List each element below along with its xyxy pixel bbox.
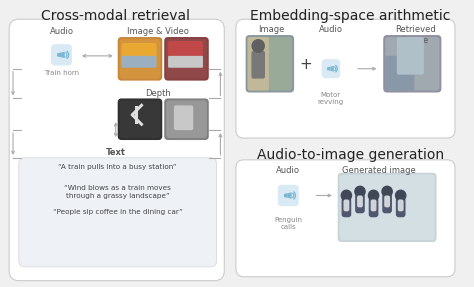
Bar: [130, 113, 144, 126]
FancyBboxPatch shape: [344, 199, 349, 211]
FancyBboxPatch shape: [397, 37, 424, 75]
FancyBboxPatch shape: [236, 19, 455, 138]
Bar: [135, 106, 138, 124]
FancyBboxPatch shape: [168, 41, 203, 63]
Polygon shape: [288, 192, 292, 199]
Text: Audio: Audio: [276, 166, 300, 175]
Circle shape: [395, 189, 407, 201]
FancyBboxPatch shape: [251, 51, 265, 79]
FancyBboxPatch shape: [164, 98, 209, 140]
FancyBboxPatch shape: [398, 199, 403, 211]
FancyBboxPatch shape: [118, 37, 162, 81]
FancyBboxPatch shape: [51, 44, 72, 65]
FancyBboxPatch shape: [383, 35, 441, 92]
FancyBboxPatch shape: [174, 105, 193, 130]
Text: Cross-modal retrieval: Cross-modal retrieval: [41, 9, 190, 23]
FancyBboxPatch shape: [385, 56, 414, 90]
FancyBboxPatch shape: [236, 160, 455, 277]
FancyBboxPatch shape: [121, 56, 156, 68]
FancyBboxPatch shape: [168, 56, 203, 68]
Text: Audio: Audio: [49, 27, 73, 36]
Circle shape: [381, 186, 393, 197]
Text: Audio: Audio: [319, 25, 343, 34]
FancyBboxPatch shape: [396, 197, 406, 217]
FancyBboxPatch shape: [278, 185, 299, 206]
Text: Audio-to-image generation: Audio-to-image generation: [257, 148, 444, 162]
Text: Retrieved
image: Retrieved image: [395, 25, 436, 44]
FancyBboxPatch shape: [342, 197, 351, 217]
FancyBboxPatch shape: [118, 98, 162, 140]
Polygon shape: [57, 53, 61, 57]
FancyBboxPatch shape: [119, 100, 160, 138]
Polygon shape: [284, 193, 288, 198]
FancyBboxPatch shape: [382, 193, 392, 213]
FancyBboxPatch shape: [166, 100, 207, 138]
Bar: [130, 103, 144, 117]
FancyBboxPatch shape: [121, 43, 156, 63]
Text: Image: Image: [258, 25, 284, 34]
Text: Text: Text: [106, 148, 126, 157]
Text: “A train pulls into a busy station”: “A train pulls into a busy station”: [58, 164, 177, 170]
FancyBboxPatch shape: [119, 39, 160, 79]
Text: Train horn: Train horn: [44, 70, 79, 76]
FancyBboxPatch shape: [385, 37, 439, 90]
FancyBboxPatch shape: [246, 35, 294, 92]
Circle shape: [341, 189, 352, 201]
FancyBboxPatch shape: [384, 195, 390, 208]
Text: “Wind blows as a train moves
through a grassy landscape”: “Wind blows as a train moves through a g…: [64, 185, 171, 199]
FancyBboxPatch shape: [9, 19, 224, 281]
Circle shape: [368, 189, 379, 201]
FancyBboxPatch shape: [371, 199, 376, 211]
FancyBboxPatch shape: [166, 39, 207, 79]
FancyBboxPatch shape: [369, 197, 378, 217]
Text: Embedding-space arithmetic: Embedding-space arithmetic: [250, 9, 450, 23]
Text: Penguin
calls: Penguin calls: [274, 217, 302, 230]
Polygon shape: [61, 52, 65, 58]
FancyBboxPatch shape: [247, 37, 269, 90]
Text: Motor
revving: Motor revving: [318, 92, 344, 104]
Polygon shape: [327, 67, 330, 71]
Text: “People sip coffee in the dining car”: “People sip coffee in the dining car”: [53, 209, 182, 215]
Text: Generated image: Generated image: [343, 166, 416, 175]
Circle shape: [251, 39, 265, 53]
Polygon shape: [330, 66, 334, 72]
FancyBboxPatch shape: [164, 37, 209, 81]
Text: Depth: Depth: [146, 88, 171, 98]
Circle shape: [354, 186, 366, 197]
FancyBboxPatch shape: [357, 195, 363, 208]
FancyBboxPatch shape: [337, 173, 437, 242]
FancyBboxPatch shape: [247, 37, 292, 90]
Text: +: +: [300, 57, 312, 72]
FancyBboxPatch shape: [340, 175, 435, 240]
FancyBboxPatch shape: [19, 158, 217, 267]
FancyBboxPatch shape: [355, 193, 365, 213]
FancyBboxPatch shape: [321, 59, 340, 78]
Text: Image & Video: Image & Video: [128, 27, 189, 36]
